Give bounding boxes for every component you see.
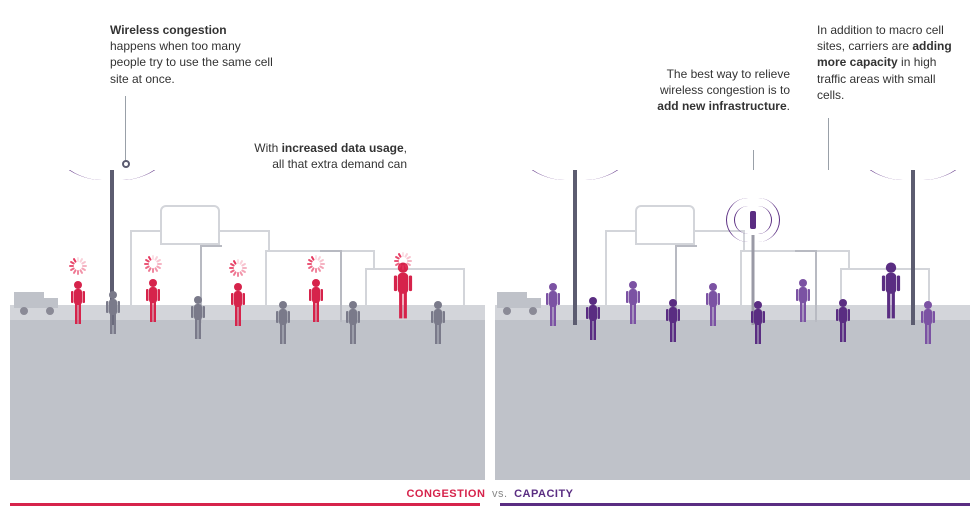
streetlamp-icon — [340, 250, 342, 322]
scene-right — [495, 170, 970, 480]
loading-spinner-icon — [306, 254, 326, 274]
comparison-title: CONGESTION vs. CAPACITY — [10, 488, 970, 500]
panel-congestion: Wireless congestion happens when too man… — [10, 0, 485, 490]
person-icon — [665, 298, 681, 344]
person-icon — [308, 278, 324, 324]
person-icon — [345, 300, 361, 346]
person-icon — [545, 282, 561, 328]
streetlamp-icon — [815, 250, 817, 322]
person-icon — [190, 295, 206, 341]
loading-spinner-icon — [393, 251, 413, 271]
person-icon — [920, 300, 936, 346]
person-icon — [70, 280, 86, 326]
underline-right — [500, 503, 970, 506]
panel-capacity: The best way to relieve wireless congest… — [495, 0, 970, 490]
pointer-congestion-1 — [125, 96, 126, 164]
callout-capacity-1: The best way to relieve wireless congest… — [655, 66, 790, 115]
person-icon — [705, 282, 721, 328]
loading-spinner-icon — [68, 256, 88, 276]
title-bar: CONGESTION vs. CAPACITY — [10, 488, 970, 506]
building — [160, 205, 220, 245]
person-icon — [750, 300, 766, 346]
person-icon — [795, 278, 811, 324]
loading-spinner-icon — [228, 258, 248, 278]
person-icon — [430, 300, 446, 346]
loading-spinner-icon — [143, 254, 163, 274]
person-icon — [105, 290, 121, 336]
person-icon — [230, 282, 246, 328]
building — [635, 205, 695, 245]
scene-left — [10, 170, 485, 480]
person-icon — [145, 278, 161, 324]
person-icon — [835, 298, 851, 344]
underline-left — [10, 503, 480, 506]
person-icon — [275, 300, 291, 346]
title-separator: vs. — [492, 488, 508, 500]
callout-capacity-2: In addition to macro cell sites, carrier… — [817, 22, 962, 103]
title-right: CAPACITY — [514, 488, 573, 500]
truck-icon — [14, 288, 62, 316]
title-left: CONGESTION — [406, 488, 485, 500]
callout-congestion-1: Wireless congestion happens when too man… — [110, 22, 275, 87]
person-icon — [881, 261, 902, 321]
person-icon — [585, 296, 601, 342]
pointer-capacity-2 — [828, 118, 829, 178]
person-icon — [625, 280, 641, 326]
